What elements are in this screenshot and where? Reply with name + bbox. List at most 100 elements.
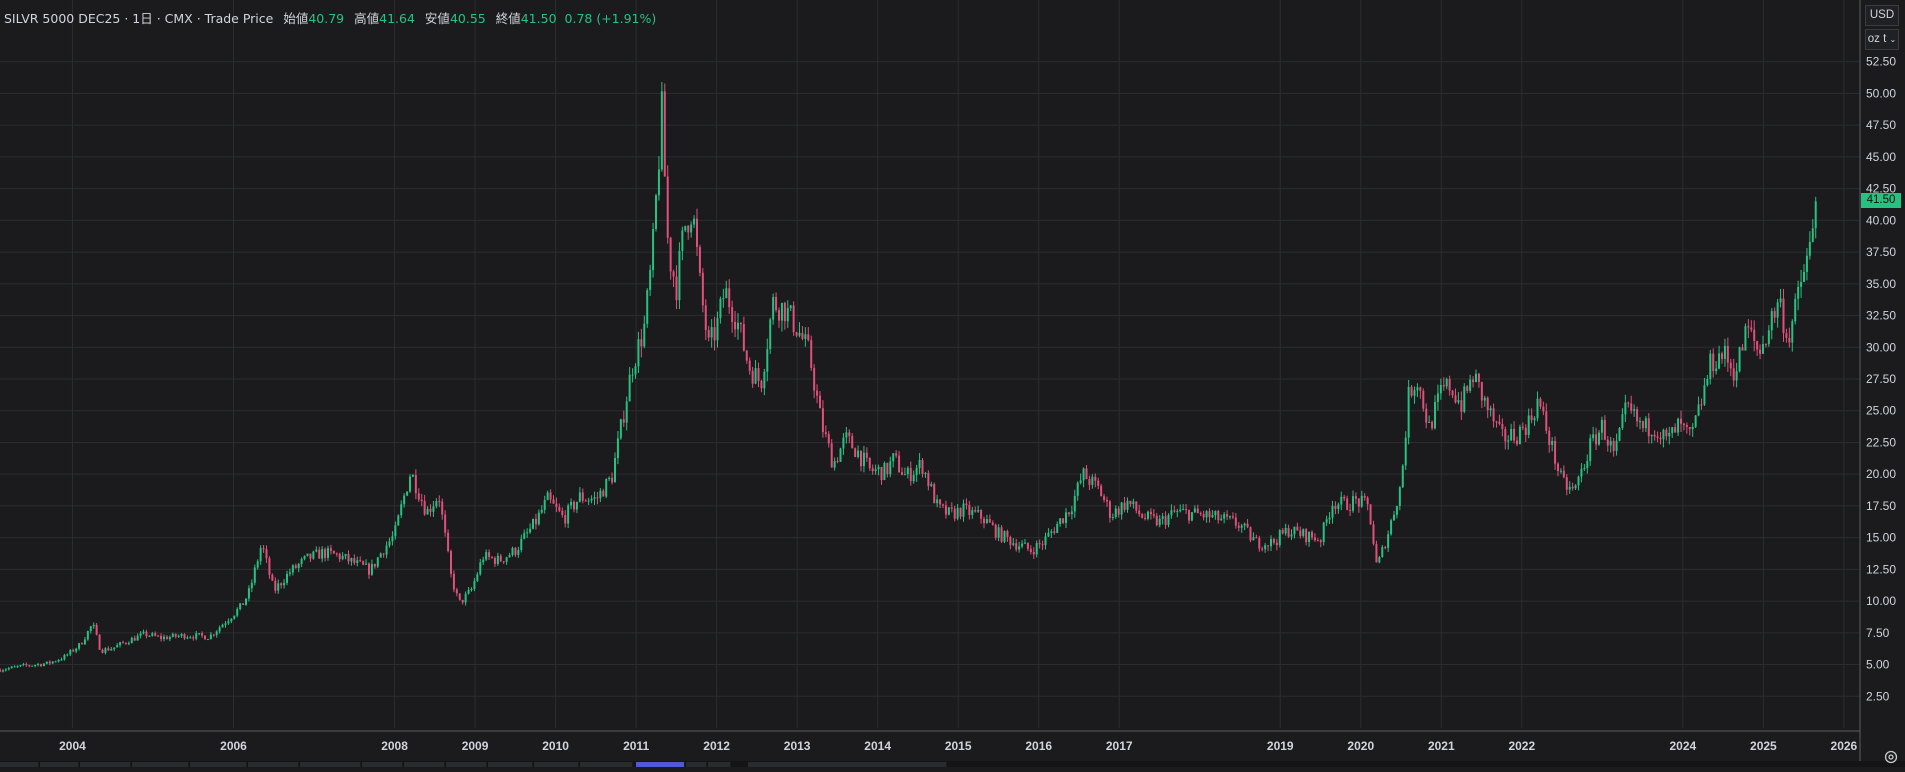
candle-body — [491, 556, 493, 558]
last-price-value: 41.50 — [1866, 194, 1896, 207]
candle-body — [101, 649, 104, 653]
candle-body — [1682, 423, 1685, 426]
candle-body — [1571, 486, 1574, 489]
y-tick-label: 35.00 — [1866, 277, 1896, 291]
candle-body — [1041, 544, 1044, 546]
candle-body — [807, 334, 810, 341]
toolbar-tab[interactable] — [190, 762, 247, 767]
candle-body — [968, 505, 971, 515]
candle-body — [239, 603, 242, 610]
toolbar-tab-active[interactable] — [636, 762, 685, 767]
candle-body — [959, 507, 962, 517]
candle-body — [991, 522, 994, 525]
candle-body — [1562, 470, 1565, 478]
toolbar-tab[interactable] — [580, 762, 633, 767]
candle-body — [1246, 523, 1249, 528]
candle-body — [605, 479, 608, 497]
candle-body — [218, 627, 221, 632]
toolbar-tab[interactable] — [488, 762, 533, 767]
candle-body — [1718, 353, 1721, 369]
candle-body — [1589, 438, 1592, 461]
toolbar-tab[interactable] — [80, 762, 131, 767]
candle-body — [1800, 281, 1803, 287]
candle-body — [110, 649, 113, 651]
candle-body — [725, 288, 728, 299]
candle-body — [857, 450, 860, 457]
candle-body — [397, 515, 400, 526]
candle-body — [16, 666, 19, 668]
candle-body — [1680, 418, 1682, 424]
candle-body — [795, 332, 798, 336]
candle-body — [1190, 512, 1193, 521]
candle-body — [845, 432, 848, 438]
candle-body — [1076, 482, 1079, 496]
y-tick-label: 25.00 — [1866, 404, 1896, 418]
y-tick-label: 50.00 — [1866, 86, 1896, 100]
candle-body — [133, 637, 136, 641]
toolbar-tab[interactable] — [0, 762, 39, 767]
toolbar-tab[interactable] — [446, 762, 487, 767]
x-tick-label: 2021 — [1428, 739, 1455, 753]
change-value: 0.78 (+1.91%) — [564, 11, 657, 26]
candle-body — [1659, 437, 1662, 440]
candle-body — [602, 490, 605, 497]
gear-icon[interactable] — [1883, 749, 1899, 765]
candle-body — [619, 419, 622, 439]
candle-series — [0, 82, 1817, 673]
candle-body — [1741, 347, 1744, 351]
toolbar-tab[interactable] — [362, 762, 403, 767]
candle-body — [1091, 476, 1094, 485]
toolbar-tab[interactable] — [534, 762, 579, 767]
unit-selector[interactable]: oz t ⌄ — [1865, 29, 1899, 50]
toolbar-tab[interactable] — [300, 762, 361, 767]
candle-body — [1671, 427, 1674, 433]
candle-body — [388, 541, 391, 546]
toolbar-tab[interactable] — [686, 762, 707, 767]
candle-body — [327, 548, 329, 558]
candle-body — [209, 634, 212, 640]
candle-body — [1144, 517, 1147, 519]
candle-body — [0, 669, 1, 672]
candle-body — [599, 490, 602, 498]
candle-body — [1305, 529, 1308, 543]
candle-body — [889, 461, 892, 475]
candle-body — [1510, 428, 1513, 441]
candle-body — [716, 318, 719, 341]
candle-body — [198, 633, 201, 635]
candle-body — [291, 565, 294, 573]
toolbar-tab[interactable] — [40, 762, 79, 767]
candle-body — [655, 195, 657, 230]
candle-body — [956, 507, 959, 519]
candle-body — [122, 642, 124, 644]
toolbar-tab[interactable] — [708, 762, 731, 767]
candle-body — [493, 557, 496, 564]
candle-body — [1202, 514, 1205, 518]
candle-body — [83, 639, 86, 645]
toolbar-tab[interactable] — [404, 762, 445, 767]
candle-body — [1677, 418, 1680, 433]
candle-body — [365, 563, 368, 565]
currency-selector[interactable]: USD — [1865, 5, 1899, 26]
toolbar-search-box[interactable] — [748, 762, 947, 767]
candle-body — [754, 368, 757, 384]
candle-body — [836, 461, 839, 463]
candle-body — [57, 660, 60, 662]
candle-body — [1764, 344, 1767, 346]
candle-body — [324, 549, 327, 558]
candle-body — [915, 467, 918, 475]
candle-body — [1103, 496, 1106, 500]
toolbar-tab[interactable] — [132, 762, 189, 767]
y-tick-label: 2.50 — [1866, 689, 1890, 703]
unit-label: oz t — [1867, 33, 1887, 45]
candle-body — [1507, 440, 1510, 442]
candle-body — [107, 648, 110, 651]
candle-body — [1035, 543, 1038, 555]
candle-body — [1398, 487, 1401, 507]
candle-body — [1390, 520, 1393, 535]
candle-body — [271, 574, 274, 581]
toolbar-tab[interactable] — [248, 762, 299, 767]
candle-body — [1237, 525, 1240, 528]
candle-body — [236, 609, 239, 616]
